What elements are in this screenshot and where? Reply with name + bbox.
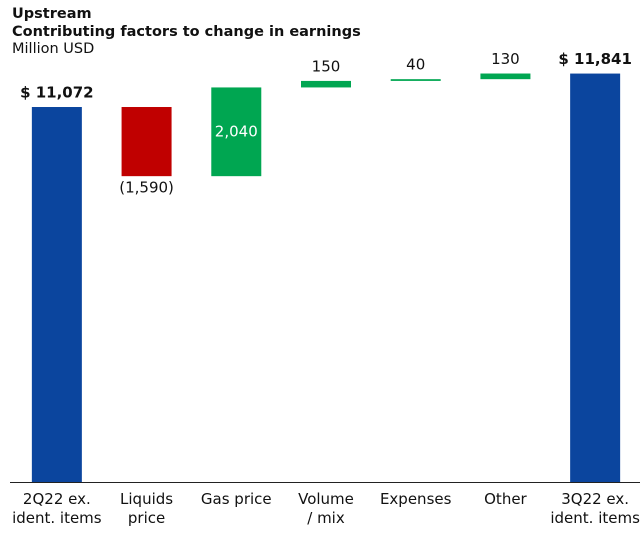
value-label: 40 — [406, 56, 425, 74]
x-tick-label: Liquids price — [120, 490, 174, 527]
x-tick-label: Expenses — [379, 490, 452, 508]
value-label: 2,040 — [215, 122, 258, 140]
bar — [211, 87, 262, 177]
x-tick-label: 2Q22 ex. ident. items — [12, 490, 102, 527]
bar — [31, 107, 82, 482]
bar — [121, 107, 172, 177]
bar — [390, 79, 441, 81]
x-tick-label: 3Q22 ex. ident. items — [550, 490, 640, 527]
value-label: 150 — [312, 57, 341, 75]
bar — [570, 73, 621, 483]
bar — [480, 73, 531, 80]
bar — [301, 80, 351, 88]
chart-subtitle: Contributing factors to change in earnin… — [12, 24, 361, 40]
x-tick-label: Other — [484, 490, 527, 508]
value-label: 130 — [491, 50, 520, 68]
chart-title: Upstream — [12, 6, 92, 22]
x-tick-label: Gas price — [200, 490, 272, 508]
x-tick-label: Volume / mix — [298, 490, 354, 527]
value-label: $ 11,072 — [20, 84, 94, 102]
value-label: $ 11,841 — [558, 50, 632, 68]
unit-label: Million USD — [12, 41, 94, 57]
value-label: (1,590) — [119, 179, 174, 197]
